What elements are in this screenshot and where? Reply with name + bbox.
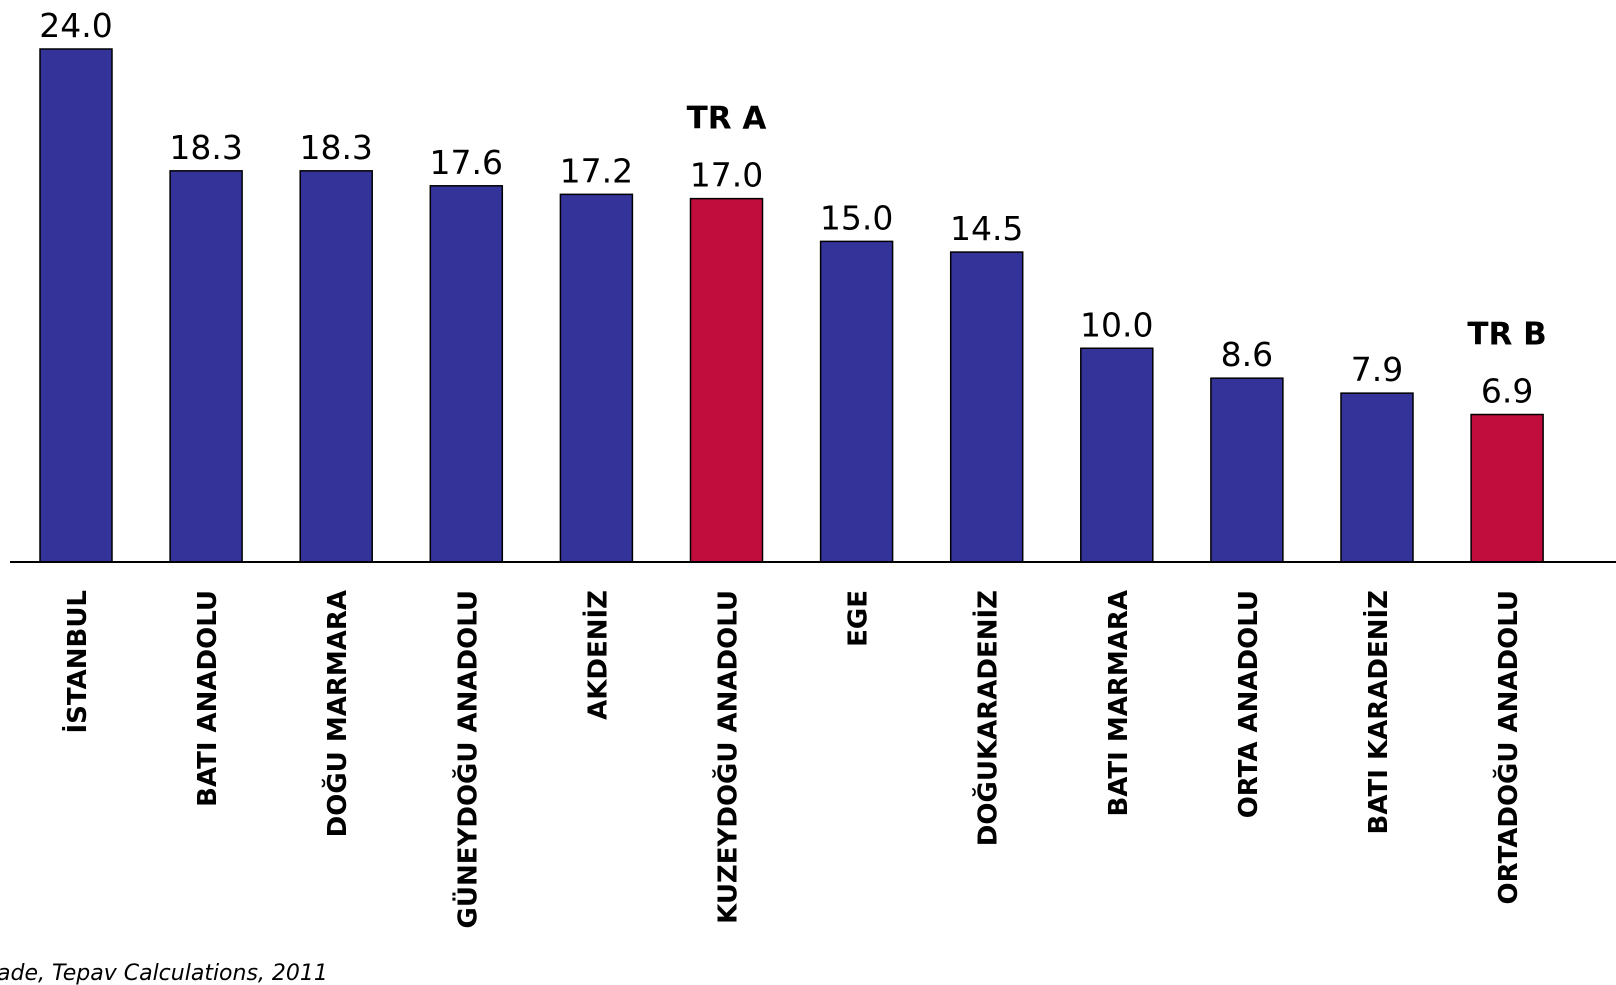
value-label-kuzeydogu-anadolu: 17.0: [690, 156, 763, 195]
category-label-istanbul: İSTANBUL: [61, 590, 93, 734]
value-label-istanbul: 24.0: [39, 6, 112, 45]
category-label-bati-anadolu: BATI ANADOLU: [193, 590, 223, 807]
bar-bati-marmara: [1080, 347, 1154, 563]
value-label-ege: 15.0: [820, 198, 893, 237]
bar-akdeniz: [559, 193, 634, 563]
bar-kuzeydogu-anadolu: [689, 197, 764, 563]
bar-dogukaradeniz: [949, 251, 1024, 563]
bar-bati-anadolu: [169, 170, 243, 563]
group-label-tr-b: TR B: [1467, 317, 1546, 353]
bar-ortadogu-anadolu: [1470, 413, 1544, 563]
source-note: rade, Tepav Calculations, 2011: [0, 961, 328, 985]
category-label-bati-marmara: BATI MARMARA: [1104, 590, 1134, 817]
bar-guneydogu-anadolu: [429, 185, 504, 563]
value-labels-group: 24.0 18.3 18.3 17.6 17.2 17.0 15.0 14.5 10.0 8.6 7…: [39, 6, 1533, 411]
bar-dogu-marmara: [299, 170, 373, 563]
value-label-dogu-marmara: 18.3: [299, 128, 372, 167]
category-labels-group: İSTANBUL BATI ANADOLU DOĞU MARMARA GÜNEYDOĞ…: [61, 590, 1524, 928]
value-label-bati-anadolu: 18.3: [169, 128, 242, 167]
bar-istanbul: [39, 48, 113, 563]
category-label-dogu-marmara: DOĞU MARMARA: [321, 590, 353, 837]
value-label-ortadogu-anadolu: 6.9: [1481, 372, 1533, 411]
category-label-akdeniz: AKDENİZ: [581, 590, 613, 720]
category-label-ege: EGE: [844, 590, 874, 647]
bar-bati-karadeniz: [1340, 392, 1414, 563]
value-label-bati-marmara: 10.0: [1080, 305, 1153, 344]
value-label-orta-anadolu: 8.6: [1221, 335, 1273, 374]
category-label-guneydogu-anadolu: GÜNEYDOĞU ANADOLU: [450, 590, 483, 928]
value-label-akdeniz: 17.2: [560, 151, 633, 190]
value-label-bati-karadeniz: 7.9: [1351, 350, 1403, 389]
category-label-orta-anadolu: ORTA ANADOLU: [1234, 590, 1264, 818]
category-label-bati-karadeniz: BATI KARADENİZ: [1362, 590, 1394, 834]
category-label-dogukaradeniz: DOĞUKARADENİZ: [972, 590, 1004, 846]
bar-orta-anadolu: [1210, 377, 1284, 563]
bar-ege: [819, 240, 894, 563]
value-label-dogukaradeniz: 14.5: [950, 209, 1023, 248]
group-labels-group: TR A TR B: [687, 101, 1547, 353]
value-label-guneydogu-anadolu: 17.6: [430, 143, 503, 182]
group-label-tr-a: TR A: [687, 101, 767, 137]
category-label-kuzeydogu-anadolu: KUZEYDOĞU ANADOLU: [712, 590, 744, 924]
category-label-ortadogu-anadolu: ORTADOĞU ANADOLU: [1492, 590, 1524, 904]
bars-group: [39, 48, 1544, 563]
